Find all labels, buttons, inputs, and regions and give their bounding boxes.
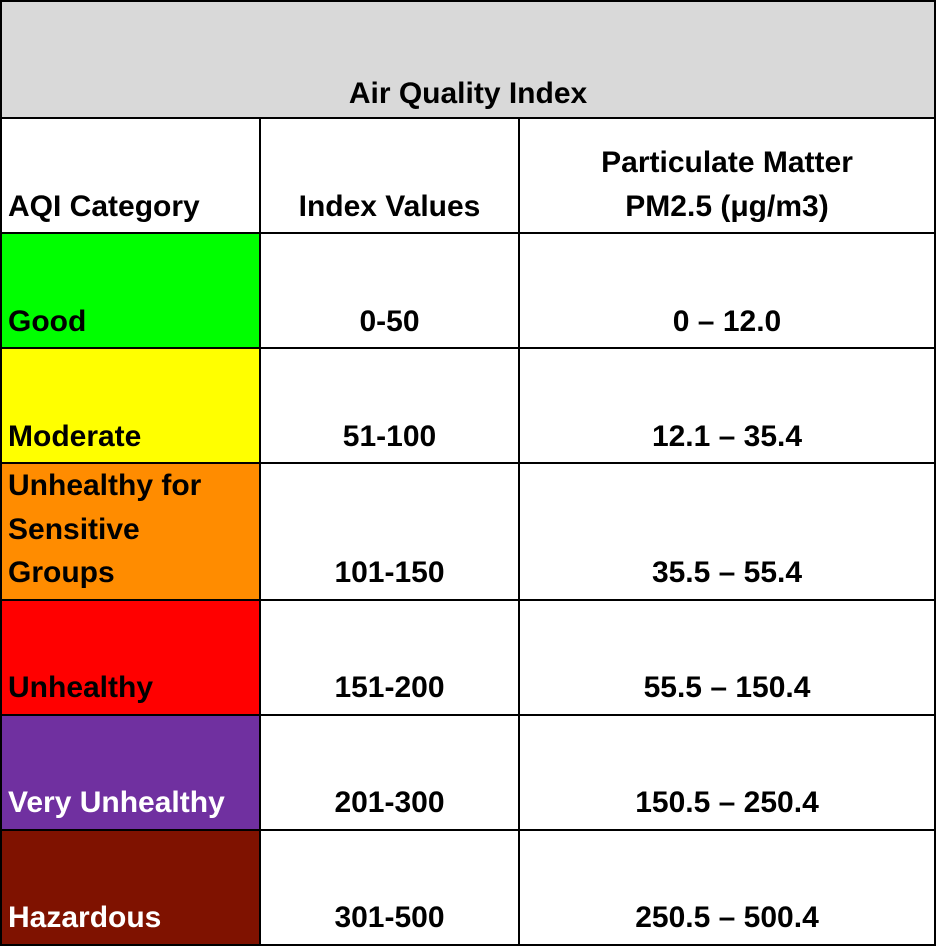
aqi-category-cell: Hazardous xyxy=(0,828,261,946)
pm25-range-cell: 150.5 – 250.4 xyxy=(517,713,936,831)
table-row: Very Unhealthy 201-300 150.5 – 250.4 xyxy=(0,713,936,831)
aqi-category-label: Unhealthy xyxy=(8,671,154,704)
aqi-category-label: Good xyxy=(8,304,87,338)
index-values-cell: 201-300 xyxy=(259,713,520,831)
header-row: AQI Category Index Values Particulate Ma… xyxy=(0,117,936,234)
aqi-category-cell: Very Unhealthy xyxy=(0,713,261,831)
title-row: Air Quality Index xyxy=(0,0,936,119)
index-values-cell: 101-150 xyxy=(259,462,520,601)
pm25-range-cell: 55.5 – 150.4 xyxy=(517,598,936,716)
pm25-range-cell: 250.5 – 500.4 xyxy=(517,828,936,946)
index-values-cell: 51-100 xyxy=(259,347,520,464)
index-values-cell: 151-200 xyxy=(259,598,520,716)
aqi-category-cell: Good xyxy=(0,232,261,349)
table-row: Unhealthy for Sensitive Groups 101-150 35.5… xyxy=(0,462,936,601)
aqi-category-cell: Unhealthy xyxy=(0,598,261,716)
table-row: Good 0-50 0 – 12.0 xyxy=(0,232,936,349)
header-aqi-category: AQI Category xyxy=(0,117,261,234)
header-index-values: Index Values xyxy=(259,117,520,234)
table-body: Good 0-50 0 – 12.0 Moderate 51-100 12.1 – 35.… xyxy=(0,232,936,946)
index-values-cell: 0-50 xyxy=(259,232,520,349)
aqi-category-label: Very Unhealthy xyxy=(8,786,225,819)
table-title: Air Quality Index xyxy=(0,0,936,119)
header-pm-line2: PM2.5 (μg/m3) xyxy=(625,189,829,223)
aqi-category-cell: Moderate xyxy=(0,347,261,464)
aqi-category-cell: Unhealthy for Sensitive Groups xyxy=(0,462,261,601)
header-pm-line1: Particulate Matter xyxy=(601,146,853,179)
aqi-category-label: Sensitive Groups xyxy=(8,512,140,590)
aqi-category-label: Moderate xyxy=(8,419,142,453)
aqi-category-label: Unhealthy for xyxy=(8,469,202,502)
pm25-range-cell: 0 – 12.0 xyxy=(517,232,936,349)
header-particulate-matter: Particulate Matter PM2.5 (μg/m3) xyxy=(517,117,936,234)
table-row: Hazardous 301-500 250.5 – 500.4 xyxy=(0,828,936,946)
pm25-range-cell: 35.5 – 55.4 xyxy=(517,462,936,601)
index-values-cell: 301-500 xyxy=(259,828,520,946)
pm25-range-cell: 12.1 – 35.4 xyxy=(517,347,936,464)
table-row: Moderate 51-100 12.1 – 35.4 xyxy=(0,347,936,464)
aqi-category-label: Hazardous xyxy=(8,901,162,934)
table-row: Unhealthy 151-200 55.5 – 150.4 xyxy=(0,598,936,716)
